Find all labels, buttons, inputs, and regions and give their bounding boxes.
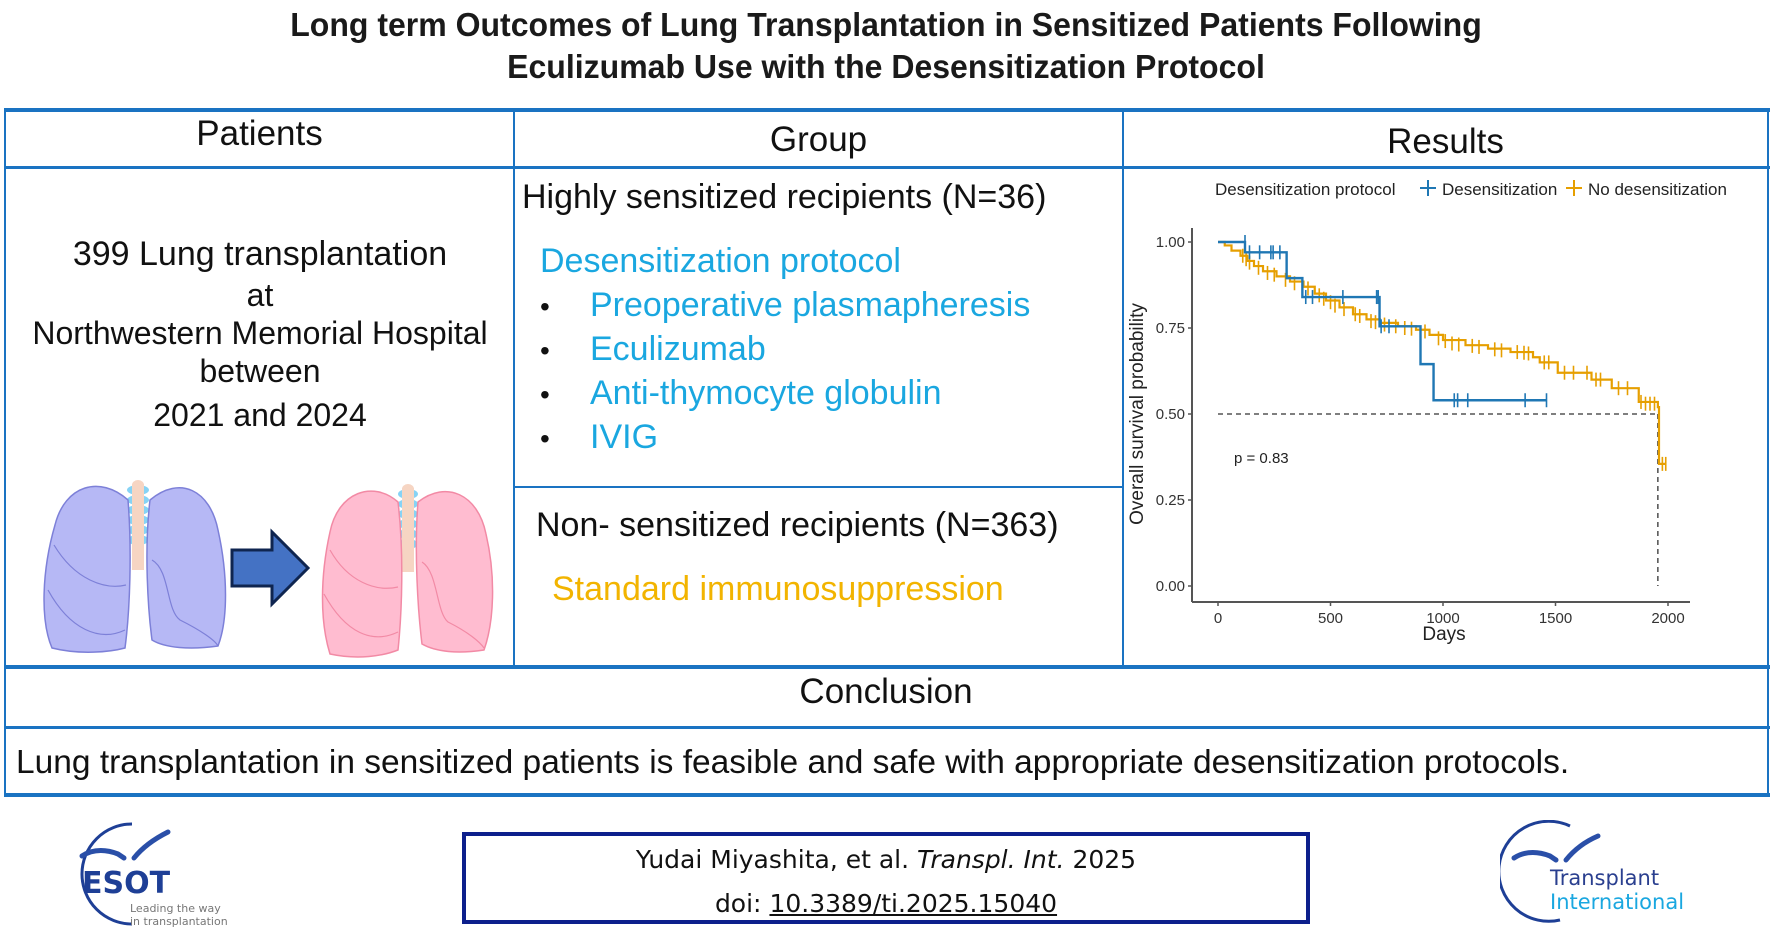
median-reference-lines [1218,413,1659,586]
patients-summary: 399 Lung transplantation at Northwestern… [6,232,514,434]
bullet-icon: • [540,291,550,322]
sensitized-group-title: Highly sensitized recipients (N=36) [522,178,1047,216]
esot-tagline-1: Leading the way [130,902,221,915]
patients-header: Patients [196,114,323,153]
y-tick-label: 1.00 [1156,234,1185,251]
arrow-right-icon [230,528,311,608]
chart-axes: 0.00 0.25 0.50 0.75 1.00 0 500 1000 1500 2000 [1156,228,1690,627]
citation-doi: doi: 10.3389/ti.2025.15040 [714,889,1058,918]
legend-item-no-desensitization: No desensitization [1566,180,1727,199]
chart-legend: Desensitization protocol Desensitization… [1215,180,1727,199]
survival-chart: Desensitization protocol Desensitization… [1127,180,1727,645]
group-header: Group [769,120,868,159]
conclusion-header: Conclusion [799,672,973,711]
ti-emblem-icon [1500,820,1601,923]
doi-link[interactable]: 10.3389/ti.2025.15040 [769,889,1058,918]
svg-text:No desensitization: No desensitization [1588,180,1727,199]
y-tick-label: 0.75 [1156,320,1185,337]
patients-hospital: Northwestern Memorial Hospital [32,315,488,351]
x-axis-label: Days [1422,624,1465,645]
km-curve-desensitization [1218,240,1547,402]
grid-right-border [1767,108,1769,796]
patients-at: at [246,277,274,313]
survival-curves [1218,235,1667,471]
patients-count: 399 Lung transplantation [72,235,448,273]
legend-title: Desensitization protocol [1215,180,1395,199]
y-tick-label: 0.50 [1156,406,1185,423]
protocol-item: • Preoperative plasmapheresis [540,286,1031,324]
esot-tagline-2: in transplantation [130,915,228,928]
main-row-bottom-border [4,665,1770,669]
poster-title: Long term Outcomes of Lung Transplantati… [0,4,1772,88]
grid-left-border [4,108,6,796]
esot-logo[interactable]: ESOT Leading the way in transplantation [72,818,262,930]
title-line-2: Eculizumab Use with the Desensitization … [507,48,1265,85]
lungs-before-icon [43,480,227,653]
group-divider [514,486,1122,488]
bullet-icon: • [540,423,550,454]
y-tick-label: 0.25 [1156,492,1185,509]
x-tick-label: 500 [1318,610,1343,627]
transplant-international-logo[interactable]: Transplant International [1500,820,1730,928]
x-tick-label: 2000 [1651,610,1684,627]
grid-bottom-border [4,793,1770,797]
p-value-annotation: p = 0.83 [1234,450,1289,467]
non-sensitized-group-title: Non- sensitized recipients (N=363) [536,506,1059,544]
legend-marker-no-desensitization [1566,180,1582,196]
bullet-icon: • [540,335,550,366]
standard-immunosuppression-label: Standard immunosuppression [552,570,1004,608]
esot-emblem-icon [79,822,171,926]
x-tick-label: 1000 [1426,610,1459,627]
patients-between: between [199,353,321,389]
svg-text:Desensitization: Desensitization [1442,180,1557,199]
citation-reference: Yudai Miyashita, et al. Transpl. Int. 20… [635,845,1137,874]
y-axis-label: Overall survival probability [1127,303,1148,525]
legend-marker-desensitization [1420,180,1436,196]
lung-illustration [43,480,494,658]
title-line-1: Long term Outcomes of Lung Transplantati… [290,6,1482,43]
column-divider-2 [1122,108,1124,668]
legend-item-desensitization: Desensitization [1420,180,1557,199]
bullet-icon: • [540,379,550,410]
x-tick-label: 0 [1214,610,1222,627]
conclusion-text: Lung transplantation in sensitized patie… [16,744,1570,781]
ti-line-1: Transplant [1550,866,1660,890]
results-header: Results [1387,122,1504,161]
desensitization-protocol-label: Desensitization protocol [540,242,901,280]
protocol-item: • Anti-thymocyte globulin [540,374,942,412]
citation-box: Yudai Miyashita, et al. Transpl. Int. 20… [462,832,1310,924]
esot-name: ESOT [82,866,171,901]
protocol-item: • IVIG [540,418,659,456]
lungs-after-icon [321,484,494,658]
ti-line-2: International [1550,890,1685,914]
conclusion-header-bottom-border [4,726,1770,729]
protocol-item: • Eculizumab [540,330,766,368]
grid-top-border [4,108,1770,112]
patients-years: 2021 and 2024 [153,397,367,433]
x-tick-label: 1500 [1539,610,1572,627]
y-tick-label: 0.00 [1156,578,1185,595]
column-divider-1 [513,108,515,668]
header-bottom-border [4,166,1770,169]
